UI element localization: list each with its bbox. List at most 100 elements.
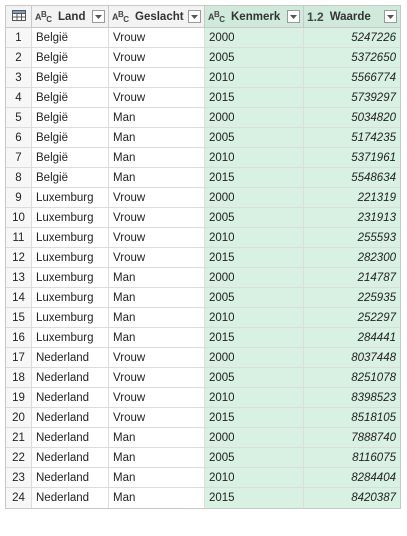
- cell-geslacht[interactable]: Vrouw: [109, 88, 205, 107]
- cell-geslacht[interactable]: Man: [109, 108, 205, 127]
- cell-waarde[interactable]: 8251078: [304, 368, 400, 387]
- table-row[interactable]: 2 België Vrouw 2005 5372650: [6, 48, 400, 68]
- cell-land[interactable]: Luxemburg: [32, 228, 109, 247]
- cell-land[interactable]: België: [32, 168, 109, 187]
- cell-land[interactable]: België: [32, 48, 109, 67]
- cell-geslacht[interactable]: Man: [109, 288, 205, 307]
- cell-land[interactable]: België: [32, 68, 109, 87]
- cell-waarde[interactable]: 282300: [304, 248, 400, 267]
- cell-land[interactable]: Luxemburg: [32, 268, 109, 287]
- cell-geslacht[interactable]: Vrouw: [109, 228, 205, 247]
- cell-waarde[interactable]: 5739297: [304, 88, 400, 107]
- table-row[interactable]: 24 Nederland Man 2015 8420387: [6, 488, 400, 508]
- cell-geslacht[interactable]: Man: [109, 128, 205, 147]
- row-number[interactable]: 4: [6, 88, 32, 107]
- cell-kenmerk[interactable]: 2000: [205, 348, 304, 367]
- cell-land[interactable]: Nederland: [32, 368, 109, 387]
- cell-geslacht[interactable]: Vrouw: [109, 388, 205, 407]
- cell-waarde[interactable]: 5174235: [304, 128, 400, 147]
- table-row[interactable]: 6 België Man 2005 5174235: [6, 128, 400, 148]
- row-number[interactable]: 23: [6, 468, 32, 487]
- cell-kenmerk[interactable]: 2005: [205, 288, 304, 307]
- decimal-number-icon[interactable]: 1.2: [307, 9, 324, 24]
- cell-waarde[interactable]: 225935: [304, 288, 400, 307]
- filter-dropdown-button[interactable]: [287, 10, 300, 23]
- row-number[interactable]: 5: [6, 108, 32, 127]
- table-menu-button[interactable]: [6, 6, 32, 27]
- cell-waarde[interactable]: 5566774: [304, 68, 400, 87]
- column-header-geslacht[interactable]: ABC Geslacht: [109, 6, 205, 27]
- cell-land[interactable]: België: [32, 88, 109, 107]
- cell-waarde[interactable]: 8420387: [304, 488, 400, 508]
- cell-land[interactable]: Luxemburg: [32, 188, 109, 207]
- row-number[interactable]: 16: [6, 328, 32, 347]
- cell-kenmerk[interactable]: 2000: [205, 428, 304, 447]
- filter-dropdown-button[interactable]: [92, 10, 105, 23]
- cell-geslacht[interactable]: Man: [109, 328, 205, 347]
- table-row[interactable]: 7 België Man 2010 5371961: [6, 148, 400, 168]
- table-row[interactable]: 18 Nederland Vrouw 2005 8251078: [6, 368, 400, 388]
- cell-waarde[interactable]: 221319: [304, 188, 400, 207]
- cell-kenmerk[interactable]: 2015: [205, 408, 304, 427]
- cell-waarde[interactable]: 231913: [304, 208, 400, 227]
- row-number[interactable]: 14: [6, 288, 32, 307]
- cell-geslacht[interactable]: Man: [109, 468, 205, 487]
- filter-dropdown-button[interactable]: [384, 10, 397, 23]
- row-number[interactable]: 12: [6, 248, 32, 267]
- cell-kenmerk[interactable]: 2005: [205, 208, 304, 227]
- row-number[interactable]: 9: [6, 188, 32, 207]
- row-number[interactable]: 3: [6, 68, 32, 87]
- cell-kenmerk[interactable]: 2015: [205, 488, 304, 508]
- abc-text-icon[interactable]: ABC: [112, 9, 129, 24]
- row-number[interactable]: 20: [6, 408, 32, 427]
- table-row[interactable]: 11 Luxemburg Vrouw 2010 255593: [6, 228, 400, 248]
- cell-geslacht[interactable]: Man: [109, 428, 205, 447]
- cell-geslacht[interactable]: Vrouw: [109, 348, 205, 367]
- table-row[interactable]: 5 België Man 2000 5034820: [6, 108, 400, 128]
- cell-waarde[interactable]: 8116075: [304, 448, 400, 467]
- cell-geslacht[interactable]: Vrouw: [109, 368, 205, 387]
- table-row[interactable]: 20 Nederland Vrouw 2015 8518105: [6, 408, 400, 428]
- row-number[interactable]: 17: [6, 348, 32, 367]
- column-header-land[interactable]: ABC Land: [32, 6, 109, 27]
- row-number[interactable]: 22: [6, 448, 32, 467]
- table-row[interactable]: 21 Nederland Man 2000 7888740: [6, 428, 400, 448]
- cell-geslacht[interactable]: Vrouw: [109, 248, 205, 267]
- cell-kenmerk[interactable]: 2015: [205, 248, 304, 267]
- cell-geslacht[interactable]: Vrouw: [109, 68, 205, 87]
- row-number[interactable]: 13: [6, 268, 32, 287]
- cell-kenmerk[interactable]: 2010: [205, 468, 304, 487]
- cell-land[interactable]: België: [32, 28, 109, 47]
- cell-land[interactable]: Nederland: [32, 428, 109, 447]
- table-row[interactable]: 19 Nederland Vrouw 2010 8398523: [6, 388, 400, 408]
- cell-waarde[interactable]: 5247226: [304, 28, 400, 47]
- table-row[interactable]: 12 Luxemburg Vrouw 2015 282300: [6, 248, 400, 268]
- cell-waarde[interactable]: 255593: [304, 228, 400, 247]
- table-row[interactable]: 8 België Man 2015 5548634: [6, 168, 400, 188]
- cell-geslacht[interactable]: Vrouw: [109, 48, 205, 67]
- cell-land[interactable]: Nederland: [32, 468, 109, 487]
- cell-waarde[interactable]: 8518105: [304, 408, 400, 427]
- cell-kenmerk[interactable]: 2015: [205, 328, 304, 347]
- cell-land[interactable]: Luxemburg: [32, 288, 109, 307]
- cell-geslacht[interactable]: Vrouw: [109, 208, 205, 227]
- table-row[interactable]: 1 België Vrouw 2000 5247226: [6, 28, 400, 48]
- cell-waarde[interactable]: 7888740: [304, 428, 400, 447]
- table-row[interactable]: 17 Nederland Vrouw 2000 8037448: [6, 348, 400, 368]
- cell-waarde[interactable]: 8037448: [304, 348, 400, 367]
- column-header-waarde[interactable]: 1.2 Waarde: [304, 6, 400, 27]
- cell-waarde[interactable]: 8398523: [304, 388, 400, 407]
- cell-kenmerk[interactable]: 2010: [205, 148, 304, 167]
- row-number[interactable]: 10: [6, 208, 32, 227]
- cell-land[interactable]: Luxemburg: [32, 208, 109, 227]
- cell-kenmerk[interactable]: 2000: [205, 28, 304, 47]
- cell-waarde[interactable]: 5371961: [304, 148, 400, 167]
- row-number[interactable]: 6: [6, 128, 32, 147]
- table-row[interactable]: 14 Luxemburg Man 2005 225935: [6, 288, 400, 308]
- cell-geslacht[interactable]: Man: [109, 488, 205, 508]
- cell-kenmerk[interactable]: 2005: [205, 128, 304, 147]
- cell-geslacht[interactable]: Vrouw: [109, 408, 205, 427]
- cell-geslacht[interactable]: Man: [109, 148, 205, 167]
- cell-land[interactable]: Nederland: [32, 408, 109, 427]
- row-number[interactable]: 21: [6, 428, 32, 447]
